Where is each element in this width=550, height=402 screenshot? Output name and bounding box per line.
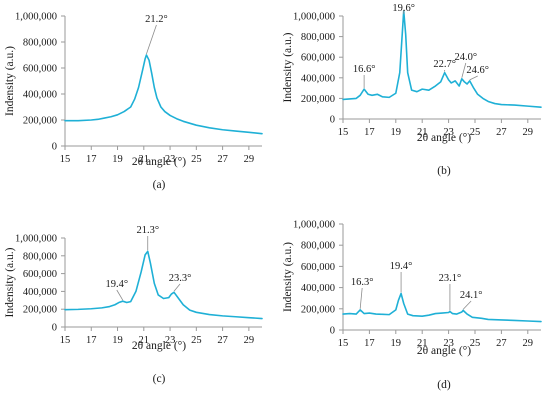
x-tick-label: 27 bbox=[217, 154, 228, 165]
peak-annotation-label: 16.3° bbox=[351, 277, 374, 288]
y-tick-label: 0 bbox=[330, 115, 335, 126]
y-tick-label: 1,000,000 bbox=[293, 12, 335, 23]
y-tick-label: 0 bbox=[330, 326, 335, 337]
x-tick-label: 15 bbox=[338, 338, 349, 349]
y-tick-label: 600,000 bbox=[301, 53, 335, 64]
y-tick-label: 1,000,000 bbox=[15, 234, 57, 245]
y-tick-label: 400,000 bbox=[23, 287, 57, 298]
annotation-leader-line bbox=[461, 62, 467, 78]
x-tick-label: 21 bbox=[417, 127, 428, 138]
peak-annotation-label: 24.6° bbox=[466, 65, 489, 76]
y-tick-label: 0 bbox=[52, 323, 57, 334]
y-axis-title: Indensity (a.u.) bbox=[4, 247, 16, 317]
x-tick-label: 17 bbox=[364, 127, 375, 138]
y-axis-title: Indensity (a.u.) bbox=[282, 242, 294, 312]
peak-annotation-label: 21.2° bbox=[145, 14, 168, 25]
x-tick-label: 23 bbox=[443, 127, 454, 138]
x-tick-label: 17 bbox=[86, 154, 97, 165]
panel-label: (c) bbox=[153, 373, 166, 385]
chart-panel-2: 0 200,000 400,000 600,000 800,000 1,000,000 15… bbox=[282, 3, 542, 177]
y-tick-label: 600,000 bbox=[23, 269, 57, 280]
x-tick-label: 15 bbox=[338, 127, 349, 138]
x-tick-label: 29 bbox=[523, 127, 534, 138]
x-tick-label: 21 bbox=[139, 154, 150, 165]
peak-annotation-label: 16.6° bbox=[353, 64, 376, 75]
y-axis-title: Indensity (a.u.) bbox=[4, 46, 16, 116]
y-tick-label: 800,000 bbox=[23, 251, 57, 262]
annotation-leader-line bbox=[116, 289, 124, 301]
x-tick-label: 19 bbox=[391, 127, 402, 138]
x-axis-title: 2θ angle (°) bbox=[417, 345, 471, 357]
peak-annotation-label: 23.3° bbox=[169, 273, 192, 284]
y-tick-label: 400,000 bbox=[301, 283, 335, 294]
series-line bbox=[342, 292, 542, 323]
y-tick-label: 800,000 bbox=[23, 38, 57, 49]
x-tick-label: 19 bbox=[112, 335, 123, 346]
peak-annotation-label: 19.4° bbox=[105, 279, 128, 290]
x-tick-label: 25 bbox=[191, 335, 202, 346]
x-tick-label: 29 bbox=[244, 154, 255, 165]
x-tick-label: 23 bbox=[165, 335, 176, 346]
y-tick-label: 400,000 bbox=[23, 90, 57, 101]
y-tick-label: 1,000,000 bbox=[15, 12, 57, 23]
peak-annotation-label: 21.3° bbox=[136, 225, 159, 236]
x-tick-label: 15 bbox=[60, 335, 71, 346]
x-tick-label: 17 bbox=[86, 335, 97, 346]
x-axis-title: 2θ angle (°) bbox=[132, 340, 186, 352]
y-tick-label: 200,000 bbox=[301, 94, 335, 105]
y-tick-label: 200,000 bbox=[23, 305, 57, 316]
series-line bbox=[64, 54, 263, 135]
series-line bbox=[342, 10, 542, 108]
x-tick-label: 15 bbox=[60, 154, 71, 165]
peak-annotation-label: 19.4° bbox=[390, 261, 413, 272]
y-tick-label: 200,000 bbox=[23, 116, 57, 127]
x-tick-label: 17 bbox=[364, 338, 375, 349]
x-axis-title: 2θ angle (°) bbox=[132, 156, 186, 168]
x-tick-label: 25 bbox=[191, 154, 202, 165]
x-tick-label: 29 bbox=[523, 338, 534, 349]
x-tick-label: 19 bbox=[391, 338, 402, 349]
x-tick-label: 25 bbox=[470, 338, 481, 349]
x-tick-label: 27 bbox=[217, 335, 228, 346]
peak-annotation-label: 19.6° bbox=[392, 3, 415, 14]
x-axis-title: 2θ angle (°) bbox=[417, 132, 471, 144]
x-tick-label: 23 bbox=[443, 338, 454, 349]
panel-label: (b) bbox=[437, 165, 451, 177]
x-tick-label: 27 bbox=[496, 338, 507, 349]
y-tick-label: 200,000 bbox=[301, 304, 335, 315]
peak-annotation-label: 23.1° bbox=[439, 273, 462, 284]
y-tick-label: 800,000 bbox=[301, 32, 335, 43]
panel-label: (d) bbox=[437, 379, 451, 391]
annotation-leader-line bbox=[462, 300, 472, 310]
y-tick-label: 1,000,000 bbox=[293, 220, 335, 231]
x-tick-label: 29 bbox=[244, 335, 255, 346]
x-tick-label: 21 bbox=[139, 335, 150, 346]
peak-annotation-label: 22.7° bbox=[433, 59, 456, 70]
y-tick-label: 0 bbox=[52, 142, 57, 153]
chart-panel-4: 0 200,000 400,000 600,000 800,000 1,000,000 15… bbox=[282, 220, 542, 391]
x-tick-label: 23 bbox=[165, 154, 176, 165]
y-tick-label: 600,000 bbox=[23, 64, 57, 75]
y-axis-title: Indensity (a.u.) bbox=[282, 32, 294, 102]
peak-annotation-label: 24.0° bbox=[455, 52, 478, 63]
y-tick-label: 800,000 bbox=[301, 241, 335, 252]
panel-label: (a) bbox=[153, 179, 166, 191]
annotation-leader-line bbox=[173, 283, 181, 292]
x-tick-label: 19 bbox=[112, 154, 123, 165]
x-tick-label: 25 bbox=[470, 127, 481, 138]
peak-annotation-label: 24.1° bbox=[460, 290, 483, 301]
y-tick-label: 600,000 bbox=[301, 262, 335, 273]
x-tick-label: 27 bbox=[496, 127, 507, 138]
annotation-leader-line bbox=[359, 287, 363, 309]
x-tick-label: 21 bbox=[417, 338, 428, 349]
annotation-leader-line bbox=[469, 75, 478, 81]
chart-panel-1: 0 200,000 400,000 600,000 800,000 1,000,000 15… bbox=[4, 12, 263, 191]
series-line bbox=[64, 250, 263, 320]
annotation-leader-line bbox=[146, 24, 157, 55]
chart-panel-3: 0 200,000 400,000 600,000 800,000 1,000,000 15… bbox=[4, 225, 263, 385]
y-tick-label: 400,000 bbox=[301, 73, 335, 84]
